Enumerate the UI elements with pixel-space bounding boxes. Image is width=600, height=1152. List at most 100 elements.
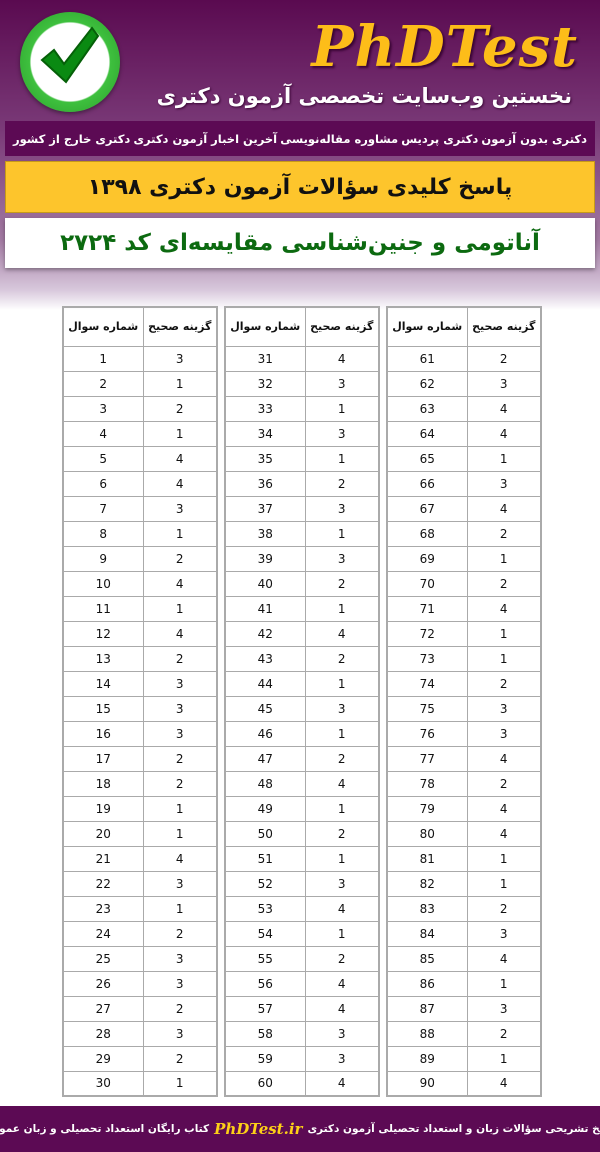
question-number: 59: [224, 1045, 306, 1072]
table-row: 31 4: [224, 345, 380, 372]
question-number: 55: [224, 945, 306, 972]
correct-answer: 1: [304, 445, 380, 472]
correct-answer: 2: [142, 920, 218, 947]
question-number: 14: [62, 670, 144, 697]
question-number: 64: [386, 420, 468, 447]
correct-answer: 4: [142, 470, 218, 497]
table-row: 47 2: [224, 745, 380, 772]
table-row: 72 1: [386, 620, 542, 647]
correct-answer: 2: [304, 470, 380, 497]
question-number: 90: [386, 1070, 468, 1097]
table-row: 76 3: [386, 720, 542, 747]
table-row: 55 2: [224, 945, 380, 972]
footer-site-link[interactable]: PhDTest.ir: [214, 1120, 303, 1138]
correct-answer: 3: [304, 870, 380, 897]
question-number: 3: [62, 395, 144, 422]
table-row: 84 3: [386, 920, 542, 947]
table-row: 60 4: [224, 1070, 380, 1097]
question-number: 27: [62, 995, 144, 1022]
correct-answer: 4: [304, 995, 380, 1022]
question-number: 22: [62, 870, 144, 897]
nav-item[interactable]: مشاوره مقاله‌نویسی: [280, 131, 399, 146]
question-number: 36: [224, 470, 306, 497]
correct-answer: 3: [142, 945, 218, 972]
footer-text: پاسخ تشریحی سؤالات زبان و استعداد تحصیلی…: [307, 1123, 600, 1135]
nav-item[interactable]: دکتری خارج از کشور: [13, 131, 131, 146]
table-row: 10 4: [62, 570, 218, 597]
question-number: 48: [224, 770, 306, 797]
table-row: 75 3: [386, 695, 542, 722]
correct-answer: 2: [466, 345, 542, 372]
question-number: 17: [62, 745, 144, 772]
table-row: 68 2: [386, 520, 542, 547]
tagline: نخستین وب‌سایت تخصصی آزمون دکتری: [156, 84, 572, 108]
table-row: 81 1: [386, 845, 542, 872]
correct-answer: 2: [142, 645, 218, 672]
correct-answer: 4: [304, 620, 380, 647]
correct-answer: 3: [142, 670, 218, 697]
table-row: 19 1: [62, 795, 218, 822]
question-number: 25: [62, 945, 144, 972]
correct-answer: 2: [304, 820, 380, 847]
column-header-number: شماره سوال: [386, 306, 468, 347]
question-number: 57: [224, 995, 306, 1022]
question-number: 67: [386, 495, 468, 522]
correct-answer: 1: [466, 870, 542, 897]
question-number: 49: [224, 795, 306, 822]
correct-answer: 2: [142, 1045, 218, 1072]
table-row: 25 3: [62, 945, 218, 972]
nav-item[interactable]: آخرین اخبار آزمون دکتری: [133, 131, 278, 146]
footer-banner[interactable]: پاسخ تشریحی سؤالات زبان و استعداد تحصیلی…: [0, 1106, 600, 1152]
nav-item[interactable]: دکتری پردیس: [401, 131, 479, 146]
answer-tables: شماره سوال گزینه صحیح 1 3 2 1 3 2 4 1 5 4 6 4 7 3 8 1 9 2 10…: [62, 306, 542, 1097]
correct-answer: 1: [466, 645, 542, 672]
question-number: 40: [224, 570, 306, 597]
question-number: 53: [224, 895, 306, 922]
question-number: 39: [224, 545, 306, 572]
question-number: 62: [386, 370, 468, 397]
table-row: 45 3: [224, 695, 380, 722]
correct-answer: 4: [142, 620, 218, 647]
correct-answer: 1: [466, 1045, 542, 1072]
question-number: 75: [386, 695, 468, 722]
question-number: 6: [62, 470, 144, 497]
correct-answer: 4: [466, 595, 542, 622]
question-number: 10: [62, 570, 144, 597]
table-row: 20 1: [62, 820, 218, 847]
correct-answer: 1: [142, 820, 218, 847]
table-row: 71 4: [386, 595, 542, 622]
question-number: 72: [386, 620, 468, 647]
correct-answer: 2: [142, 995, 218, 1022]
question-number: 51: [224, 845, 306, 872]
question-number: 80: [386, 820, 468, 847]
table-row: 79 4: [386, 795, 542, 822]
correct-answer: 3: [304, 1020, 380, 1047]
correct-answer: 1: [142, 895, 218, 922]
question-number: 68: [386, 520, 468, 547]
correct-answer: 3: [466, 695, 542, 722]
table-row: 59 3: [224, 1045, 380, 1072]
brand-logo[interactable]: PhDTest: [311, 14, 578, 80]
correct-answer: 1: [466, 845, 542, 872]
question-number: 23: [62, 895, 144, 922]
correct-answer: 2: [142, 545, 218, 572]
question-number: 24: [62, 920, 144, 947]
question-number: 20: [62, 820, 144, 847]
question-number: 15: [62, 695, 144, 722]
correct-answer: 2: [304, 945, 380, 972]
correct-answer: 3: [304, 695, 380, 722]
nav-item[interactable]: دکتری بدون آزمون: [481, 131, 587, 146]
column-header-number: شماره سوال: [62, 306, 144, 347]
table-row: 12 4: [62, 620, 218, 647]
table-row: 73 1: [386, 645, 542, 672]
correct-answer: 1: [142, 595, 218, 622]
table-row: 67 4: [386, 495, 542, 522]
question-number: 84: [386, 920, 468, 947]
question-number: 61: [386, 345, 468, 372]
question-number: 31: [224, 345, 306, 372]
table-row: 11 1: [62, 595, 218, 622]
correct-answer: 3: [142, 720, 218, 747]
question-number: 85: [386, 945, 468, 972]
table-row: 83 2: [386, 895, 542, 922]
question-number: 82: [386, 870, 468, 897]
